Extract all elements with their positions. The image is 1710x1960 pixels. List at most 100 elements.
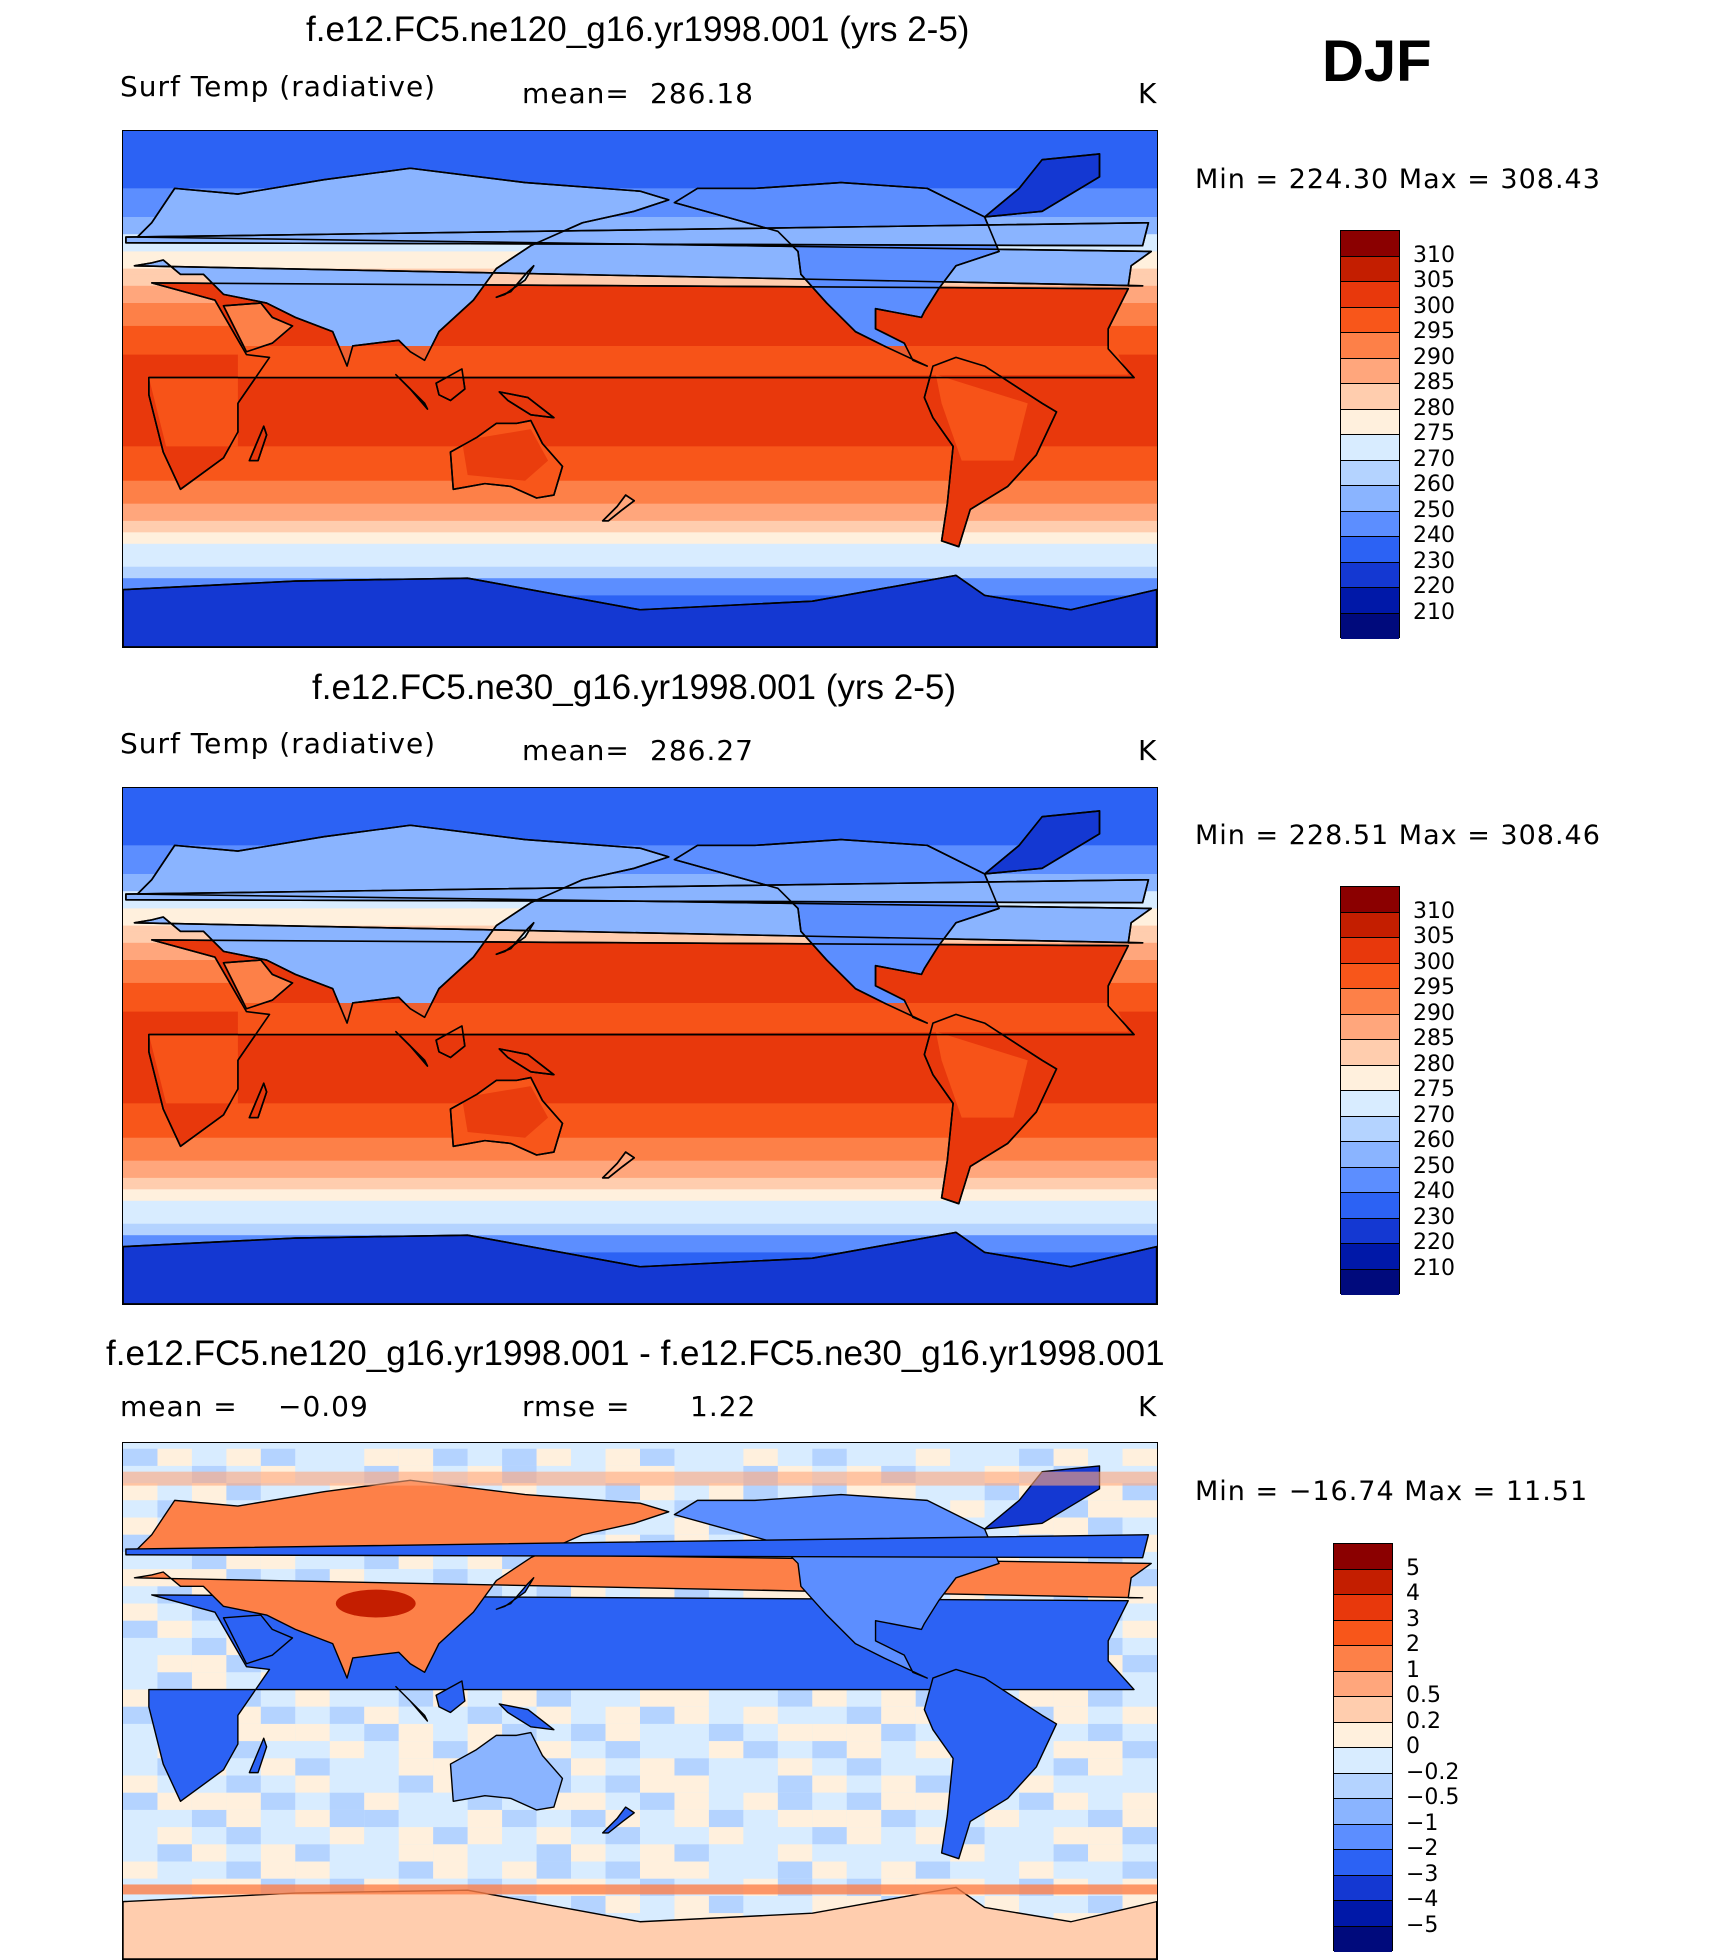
panel1-mean-value: 286.18 [650,77,754,110]
colorbar-label: 310 [1413,242,1455,268]
colorbar-box [1341,231,1399,257]
colorbar-box [1334,1824,1392,1850]
colorbar-label: 300 [1413,949,1455,975]
colorbar-box [1341,1167,1399,1193]
colorbar-label: 280 [1413,1051,1455,1077]
colorbar-box [1334,1773,1392,1799]
colorbar-box [1334,1799,1392,1825]
colorbar-label: 295 [1413,319,1455,344]
panel1-units: K [1138,77,1158,110]
colorbar-box [1334,1569,1392,1595]
colorbar-label: 250 [1413,1153,1455,1179]
colorbar-label: 230 [1413,548,1455,574]
colorbar-box [1334,1544,1392,1570]
colorbar-box [1341,938,1399,964]
panel2-colorbar [1340,886,1400,1295]
colorbar-box [1341,989,1399,1015]
panel2-units: K [1138,734,1158,767]
colorbar-label: −5 [1406,1912,1439,1938]
panel3-rmse-value: 1.22 [690,1390,757,1423]
colorbar-label: 4 [1406,1581,1420,1606]
colorbar-label: 260 [1413,1128,1455,1153]
colorbar-box [1341,1091,1399,1117]
colorbar-label: 305 [1413,268,1455,293]
colorbar-box [1341,1142,1399,1168]
colorbar-label: 1 [1406,1657,1420,1683]
colorbar-box [1334,1671,1392,1697]
colorbar-box [1341,282,1399,308]
colorbar-label: 0.2 [1406,1708,1441,1734]
colorbar-label: 285 [1413,1026,1455,1051]
colorbar-box [1334,1722,1392,1748]
panel2-map [122,787,1158,1305]
colorbar-label: 280 [1413,395,1455,421]
panel1-map [122,130,1158,648]
colorbar-label: 300 [1413,293,1455,319]
colorbar-box [1334,1620,1392,1646]
colorbar-box [1341,537,1399,563]
colorbar-box [1341,562,1399,588]
panel3-title: f.e12.FC5.ne120_g16.yr1998.001 - f.e12.F… [106,1334,1165,1373]
panel2-min-label: Min [1195,820,1246,851]
colorbar-label: 3 [1406,1606,1420,1632]
panel3-units: K [1138,1390,1158,1423]
panel3-mean-label: mean = [120,1390,238,1423]
panel2-min-value: 228.51 [1288,820,1390,851]
panel1-title: f.e12.FC5.ne120_g16.yr1998.001 (yrs 2-5) [306,10,970,49]
colorbar-box [1334,1697,1392,1723]
colorbar-label: 270 [1413,446,1455,472]
panel2-max-value: 308.46 [1500,820,1601,851]
colorbar-box [1341,1218,1399,1244]
colorbar-box [1341,1269,1399,1295]
panel1-colorbar [1340,230,1400,639]
panel3-rmse-label: rmse = [522,1390,631,1423]
colorbar-label: 310 [1413,898,1455,924]
colorbar-box [1341,1244,1399,1270]
colorbar-box [1341,460,1399,486]
colorbar-label: 220 [1413,1230,1455,1255]
colorbar-box [1341,963,1399,989]
colorbar-box [1341,1116,1399,1142]
colorbar-label: 210 [1413,1255,1455,1281]
colorbar-box [1341,435,1399,461]
panel1-min-label: Min [1195,164,1246,195]
colorbar-label: −0.2 [1406,1759,1460,1785]
panel1-minmax: Min = 224.30 Max = 308.43 [1195,164,1601,195]
colorbar-label: 295 [1413,975,1455,1000]
colorbar-label: −3 [1406,1861,1439,1887]
colorbar-box [1341,1065,1399,1091]
colorbar-label: 240 [1413,523,1455,548]
panel3-colorbar [1333,1543,1393,1952]
colorbar-box [1341,1014,1399,1040]
colorbar-box [1341,511,1399,537]
colorbar-label: −4 [1406,1887,1439,1912]
colorbar-label: 285 [1413,370,1455,395]
panel2-variable: Surf Temp (radiative) [120,727,437,760]
colorbar-box [1341,588,1399,614]
colorbar-label: 0.5 [1406,1683,1441,1708]
panel1-min-value: 224.30 [1288,164,1390,195]
panel2-title: f.e12.FC5.ne30_g16.yr1998.001 (yrs 2-5) [312,668,956,707]
colorbar-box [1341,887,1399,913]
colorbar-box [1334,1875,1392,1901]
colorbar-box [1334,1748,1392,1774]
colorbar-label: 270 [1413,1102,1455,1128]
colorbar-label: 275 [1413,1077,1455,1102]
colorbar-label: 260 [1413,472,1455,497]
colorbar-box [1341,384,1399,410]
colorbar-box [1334,1926,1392,1952]
colorbar-box [1334,1646,1392,1672]
panel3-max-value: 11.51 [1505,1476,1589,1507]
colorbar-box [1341,409,1399,435]
colorbar-box [1341,358,1399,384]
colorbar-box [1341,307,1399,333]
colorbar-label: 240 [1413,1179,1455,1204]
colorbar-box [1341,1040,1399,1066]
colorbar-box [1341,613,1399,639]
panel3-min-value: −16.74 [1288,1476,1395,1507]
panel2-max-label: Max [1398,820,1458,851]
panel1-variable: Surf Temp (radiative) [120,70,437,103]
season-label: DJF [1322,29,1432,94]
colorbar-label: 250 [1413,497,1455,523]
panel2-minmax: Min = 228.51 Max = 308.46 [1195,820,1601,851]
